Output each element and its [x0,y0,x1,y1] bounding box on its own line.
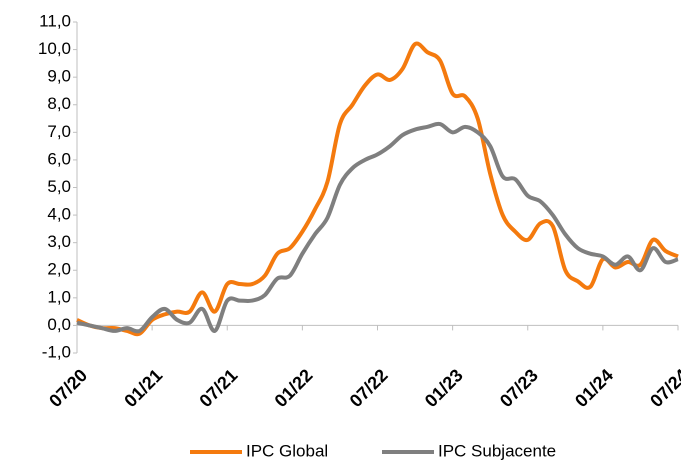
x-tick-label: 07/23 [496,365,542,411]
x-tick-label: 01/22 [271,365,317,411]
y-tick-label: 11,0 [39,11,71,30]
series-line [76,41,679,337]
x-tick-label: 01/24 [571,365,617,411]
x-tick-label: 07/24 [646,365,681,411]
y-tick-label: 8,0 [47,94,71,113]
x-tick-label: 07/21 [195,365,241,411]
y-tick-label: -1,0 [42,342,71,361]
x-tick-label: 07/20 [45,365,91,411]
y-tick-label: 6,0 [47,149,71,168]
y-tick-label: 0,0 [47,315,71,334]
y-tick-label: 7,0 [47,122,71,141]
legend-label: IPC Subjacente [438,441,556,460]
x-tick-label: 01/23 [421,365,467,411]
y-tick-label: 10,0 [38,39,71,58]
x-tick-label: 07/22 [346,365,392,411]
y-tick-label: 5,0 [47,177,71,196]
x-tick-label: 01/21 [120,365,166,411]
y-tick-label: 2,0 [47,260,71,279]
y-tick-label: 4,0 [47,205,71,224]
y-tick-label: 1,0 [47,287,71,306]
y-tick-label: 3,0 [47,232,71,251]
y-tick-label: 9,0 [47,67,71,86]
legend-label: IPC Global [246,441,328,460]
series-line [76,121,679,334]
